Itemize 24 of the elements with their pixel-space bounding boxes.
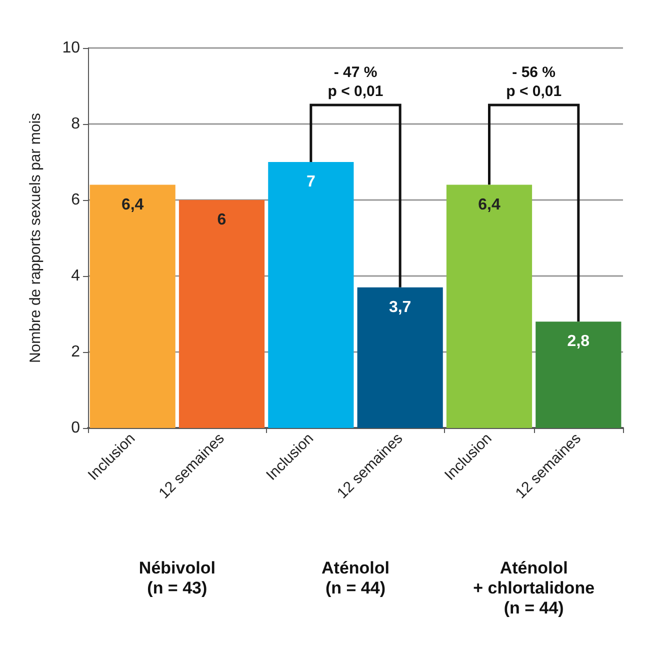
bar [536,322,622,428]
bar [90,184,176,428]
data-label: 3,7 [388,298,412,316]
y-tick-label: 2 [71,344,80,360]
y-tick-label: 0 [71,420,80,436]
y-tick-label: 4 [71,268,80,284]
bar [357,287,443,428]
data-label: 6 [217,212,226,228]
data-label: 7 [306,174,316,190]
y-tick-label: 6 [71,192,80,208]
text: Aténolol + chlortalidone (n = 44) [473,558,595,618]
annotation: - 47 % p < 0,01 [328,64,384,100]
data-label: 2,8 [567,333,590,350]
text: Nébivolol (n = 43) [138,558,216,598]
data-label: 6,4 [121,196,144,214]
y-tick-label: 8 [71,116,80,132]
y-tick-label: 10 [62,40,80,56]
text: Aténolol (n = 44) [322,558,390,598]
y-axis-title: Nombre de rapports sexuels par mois [27,112,44,364]
data-label: 6,4 [478,196,500,214]
bar [178,200,265,428]
bar [446,184,532,428]
annotation: - 56 % p < 0,01 [506,64,562,100]
bar [268,162,354,428]
